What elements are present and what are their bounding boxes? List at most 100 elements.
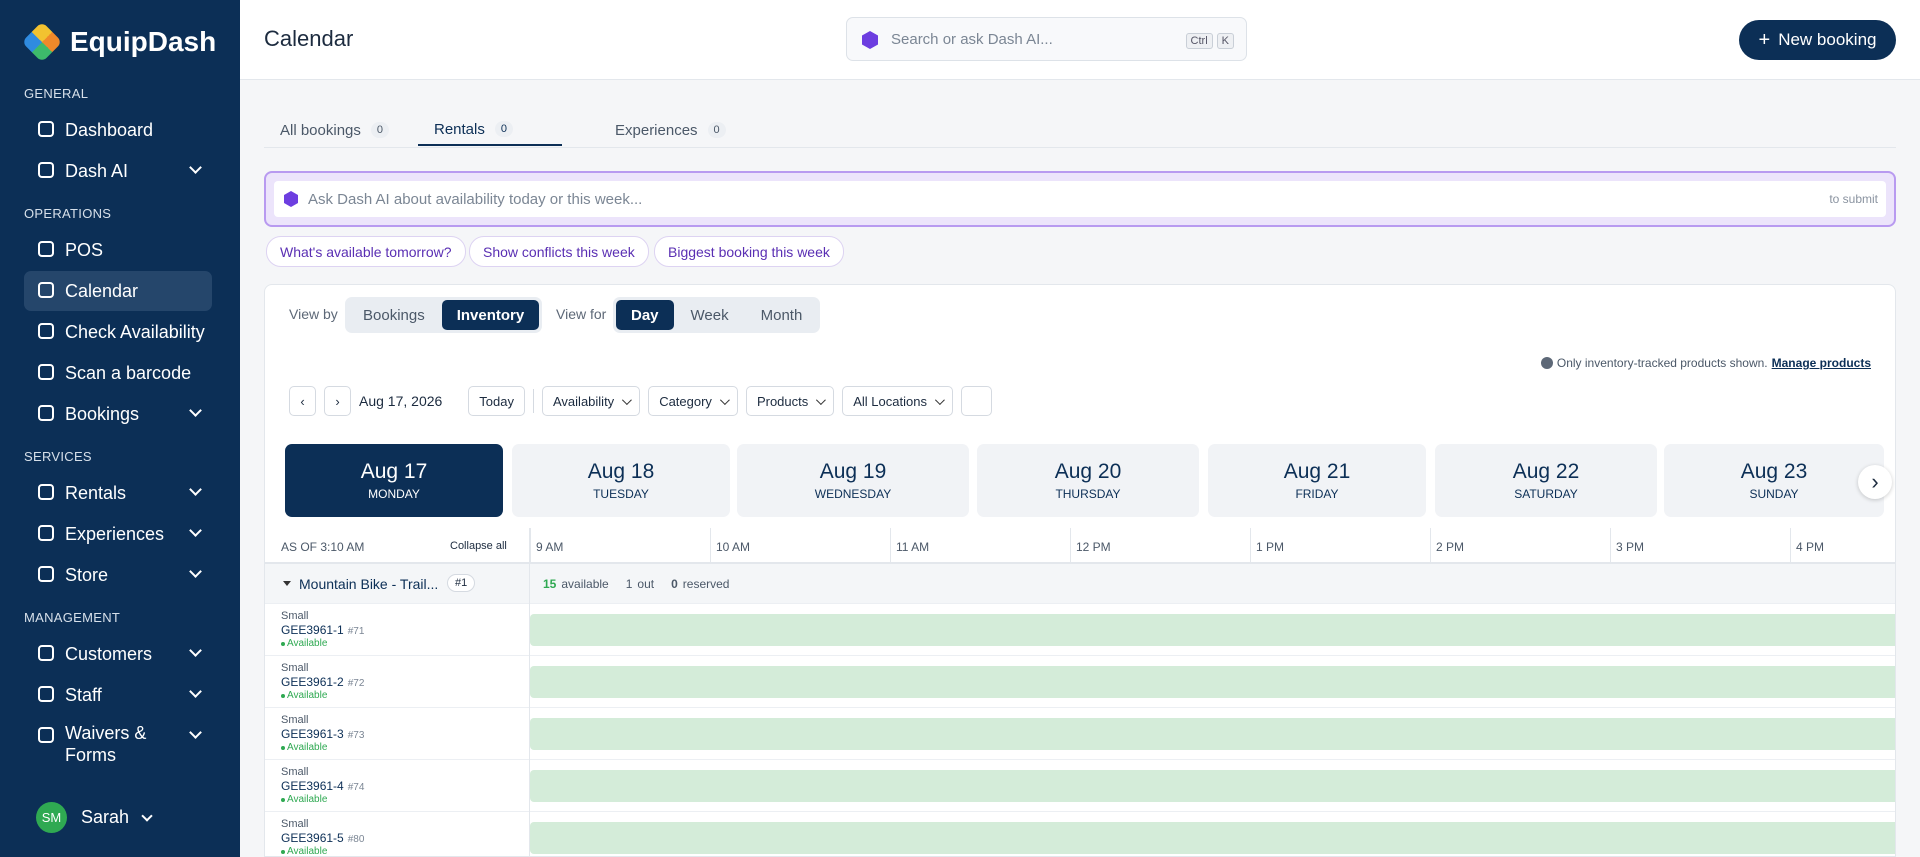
user-name: Sarah xyxy=(81,807,130,827)
toggle-option[interactable]: Month xyxy=(760,306,803,324)
filter-dropdown[interactable]: Category xyxy=(648,386,738,416)
hour-label: 3 PM xyxy=(1616,540,1645,554)
item-status: Available xyxy=(287,794,328,805)
nav-icon xyxy=(38,364,54,380)
chevron xyxy=(189,524,202,537)
available-count: 15 xyxy=(543,577,557,591)
hour-label: 9 AM xyxy=(536,540,564,554)
availability-bar[interactable] xyxy=(530,718,1895,750)
nav-item[interactable]: Check Availability xyxy=(24,312,212,352)
nav-label: Customers xyxy=(65,643,153,664)
filter-dropdown[interactable]: Availability xyxy=(542,386,641,416)
nav-label: Dashboard xyxy=(65,119,154,140)
tab[interactable]: Rentals 0 xyxy=(418,114,562,146)
nav-item[interactable]: Bookings xyxy=(24,394,212,434)
day-card[interactable]: Aug 21 FRIDAY xyxy=(1208,444,1426,517)
manage-products-link[interactable]: Manage products xyxy=(1771,356,1871,370)
nav-item[interactable]: Staff xyxy=(24,675,212,715)
item-code[interactable]: GEE3961-3 xyxy=(281,727,344,741)
availability-bar[interactable] xyxy=(530,666,1895,698)
item-number: #80 xyxy=(347,834,365,845)
item-code[interactable]: GEE3961-5 xyxy=(281,831,344,845)
column-divider xyxy=(529,812,530,856)
day-card[interactable]: Aug 18 TUESDAY xyxy=(512,444,730,517)
item-number: #74 xyxy=(347,782,365,793)
nav-item[interactable]: Scan a barcode xyxy=(24,353,212,393)
tab[interactable]: All bookings 0 xyxy=(264,114,405,146)
toggle-option[interactable]: Inventory xyxy=(441,300,540,330)
chevron xyxy=(189,565,202,578)
collapse-all[interactable]: Collapse all xyxy=(450,540,507,552)
ai-icon xyxy=(862,31,878,49)
next-button[interactable]: › xyxy=(324,386,351,416)
toggle-option[interactable]: Week xyxy=(690,306,729,324)
ai-prompt[interactable]: Ask Dash AI about availability today or … xyxy=(264,171,1896,227)
status-dot xyxy=(281,850,285,854)
group-name[interactable]: Mountain Bike - Trail... xyxy=(299,576,439,592)
item-code-line: GEE3961-3 #73 xyxy=(281,727,364,741)
tab[interactable]: Experiences 0 xyxy=(599,114,742,146)
status-dot xyxy=(281,746,285,750)
nav-item[interactable]: Experiences xyxy=(24,514,212,554)
user-menu[interactable]: SM Sarah xyxy=(36,802,153,833)
day-date: Aug 19 xyxy=(819,460,887,483)
day-weekday: TUESDAY xyxy=(593,487,649,501)
nav-icon xyxy=(38,323,54,339)
suggestion-chip[interactable]: Biggest booking this week xyxy=(654,236,844,267)
nav-label: Store xyxy=(65,564,109,585)
calendar-card: View by Bookings Inventory View for Day Week M… xyxy=(264,284,1896,857)
hour-line xyxy=(890,528,891,564)
submit-hint: to submit xyxy=(1829,192,1878,206)
day-card[interactable]: Aug 23 SUNDAY xyxy=(1664,444,1884,517)
toggle-option[interactable]: Day xyxy=(616,300,674,330)
toggle-option[interactable]: Bookings xyxy=(363,306,425,324)
nav-item[interactable]: Dash AI xyxy=(24,151,212,191)
availability-bar[interactable] xyxy=(530,614,1895,646)
nav-icon xyxy=(38,121,54,137)
suggestion-chip[interactable]: What's available tomorrow? xyxy=(266,236,466,267)
day-card[interactable]: Aug 20 THURSDAY xyxy=(977,444,1199,517)
nav-item[interactable]: POS xyxy=(24,230,212,270)
brand[interactable]: EquipDash xyxy=(21,21,216,63)
hour-line xyxy=(710,528,711,564)
scan-button[interactable] xyxy=(960,386,992,416)
filter-dropdown[interactable]: All Locations xyxy=(842,386,953,416)
item-code[interactable]: GEE3961-4 xyxy=(281,779,344,793)
day-card[interactable]: Aug 19 WEDNESDAY xyxy=(737,444,969,517)
item-code[interactable]: GEE3961-2 xyxy=(281,675,344,689)
day-card[interactable]: Aug 17 MONDAY xyxy=(285,444,503,517)
filter-dropdown[interactable]: Products xyxy=(745,386,835,416)
day-card[interactable]: Aug 22 SATURDAY xyxy=(1435,444,1657,517)
nav-item[interactable]: Rentals xyxy=(24,473,212,513)
item-code-line: GEE3961-5 #80 xyxy=(281,831,364,845)
nav-item[interactable]: Dashboard xyxy=(24,110,212,150)
next-days-button[interactable]: › xyxy=(1858,465,1892,499)
item-code[interactable]: GEE3961-1 xyxy=(281,623,344,637)
chevron xyxy=(189,404,202,417)
item-row: Small GEE3961-4 #74 Available xyxy=(265,760,1895,812)
suggestion-chip[interactable]: Show conflicts this week xyxy=(469,236,649,267)
date-picker[interactable]: Aug 17, 2026 xyxy=(359,393,443,409)
nav-item[interactable]: Waivers & Forms xyxy=(24,716,212,765)
nav-item[interactable]: Store xyxy=(24,555,212,595)
today-button[interactable]: Today xyxy=(468,386,525,416)
item-code-line: GEE3961-4 #74 xyxy=(281,779,364,793)
search[interactable]: Search or ask Dash AI... Ctrl K xyxy=(846,17,1247,61)
new-booking-button[interactable]: + New booking xyxy=(1739,20,1896,60)
item-size: Small xyxy=(281,818,309,830)
prev-button[interactable]: ‹ xyxy=(289,386,316,416)
item-number: #73 xyxy=(347,730,365,741)
item-status: Available xyxy=(287,690,328,701)
out-count: 1 xyxy=(625,577,633,591)
avatar: SM xyxy=(36,802,67,833)
availability-bar[interactable] xyxy=(530,822,1895,854)
hour-line xyxy=(1790,528,1791,564)
collapse-caret xyxy=(283,581,291,590)
chevron xyxy=(189,161,202,174)
nav-item[interactable]: Customers xyxy=(24,634,212,674)
nav-item[interactable]: Calendar xyxy=(24,271,212,311)
nav-icon xyxy=(38,645,54,661)
column-divider xyxy=(529,760,530,812)
availability-bar[interactable] xyxy=(530,770,1895,802)
nav-label: Scan a barcode xyxy=(65,362,192,383)
